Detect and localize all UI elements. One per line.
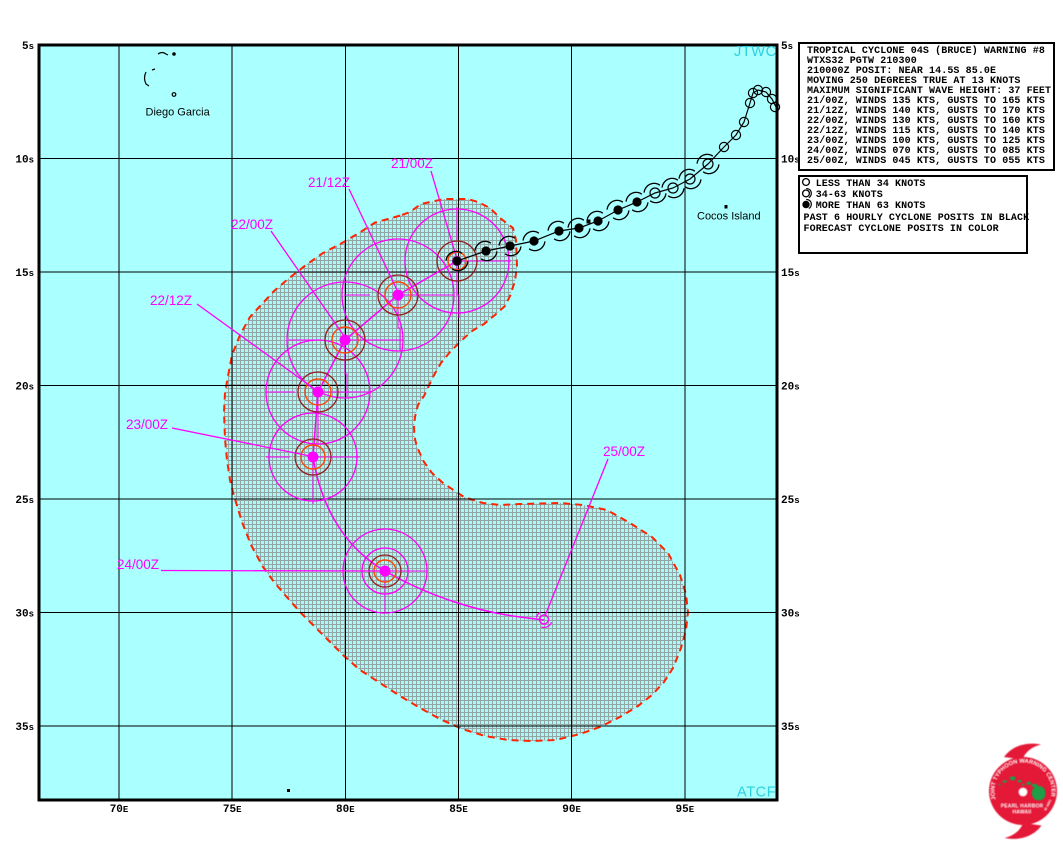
svg-text:21/12Z: 21/12Z — [308, 175, 350, 190]
svg-text:10s: 10s — [15, 155, 34, 167]
svg-text:75E: 75E — [223, 804, 242, 816]
svg-text:CJTF W: CJTF W — [993, 815, 1002, 829]
svg-text:24/00Z: 24/00Z — [117, 557, 159, 572]
svg-text:90E: 90E — [562, 804, 581, 816]
svg-text:21/00Z: 21/00Z — [391, 156, 433, 171]
svg-text:Diego Garcia: Diego Garcia — [146, 107, 211, 119]
svg-text:22/00Z: 22/00Z — [231, 217, 273, 232]
svg-text:80E: 80E — [336, 804, 355, 816]
svg-text:25/00Z: 25/00Z — [603, 444, 645, 459]
svg-text:23/00Z: 23/00Z — [126, 417, 168, 432]
svg-text:PEARL HARBOR: PEARL HARBOR — [1001, 804, 1044, 810]
svg-text:15s: 15s — [15, 268, 34, 280]
svg-text:70E: 70E — [110, 804, 129, 816]
svg-text:JTWC: JTWC — [734, 44, 777, 60]
svg-text:20s: 20s — [781, 381, 800, 393]
svg-text:W AWC: W AWC — [1043, 798, 1053, 811]
svg-text:25s: 25s — [781, 495, 800, 507]
svg-text:HAWAII: HAWAII — [1013, 810, 1032, 816]
svg-text:ATCF: ATCF — [737, 785, 776, 801]
svg-text:30s: 30s — [781, 608, 800, 620]
svg-text:5s: 5s — [781, 41, 793, 53]
svg-text:85E: 85E — [449, 804, 468, 816]
svg-text:35s: 35s — [15, 722, 34, 734]
svg-text:10s: 10s — [781, 155, 800, 167]
svg-text:35s: 35s — [781, 722, 800, 734]
svg-text:25s: 25s — [15, 495, 34, 507]
svg-text:15s: 15s — [781, 268, 800, 280]
svg-text:95E: 95E — [675, 804, 694, 816]
svg-text:22/12Z: 22/12Z — [150, 293, 192, 308]
svg-text:30s: 30s — [15, 608, 34, 620]
svg-text:Cocos Island: Cocos Island — [697, 210, 761, 222]
svg-text:5s: 5s — [22, 41, 34, 53]
svg-text:20s: 20s — [15, 381, 34, 393]
